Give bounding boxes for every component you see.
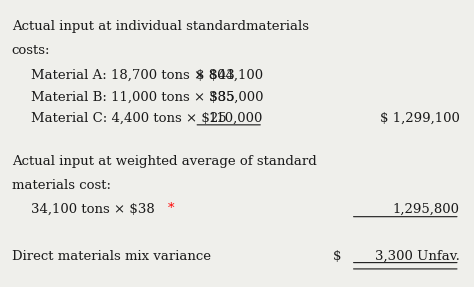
Text: Actual input at individual standardmaterials: Actual input at individual standardmater… [12, 20, 309, 33]
Text: $ 804,100: $ 804,100 [196, 69, 263, 82]
Text: 385,000: 385,000 [209, 90, 263, 103]
Text: 3,300 Unfav.: 3,300 Unfav. [375, 250, 460, 263]
Text: Material C: 4,400 tons × $25: Material C: 4,400 tons × $25 [31, 112, 227, 125]
Text: Material A: 18,700 tons × $43: Material A: 18,700 tons × $43 [31, 69, 235, 82]
Text: *: * [168, 202, 175, 215]
Text: Actual input at weighted average of standard: Actual input at weighted average of stan… [12, 155, 317, 168]
Text: $: $ [333, 250, 341, 263]
Text: 1,295,800: 1,295,800 [393, 202, 460, 215]
Text: costs:: costs: [12, 44, 50, 57]
Text: $ 1,299,100: $ 1,299,100 [380, 112, 460, 125]
Text: 34,100 tons × $38: 34,100 tons × $38 [31, 202, 155, 215]
Text: 110,000: 110,000 [209, 112, 263, 125]
Text: Direct materials mix variance: Direct materials mix variance [12, 250, 211, 263]
Text: Material B: 11,000 tons × $35: Material B: 11,000 tons × $35 [31, 90, 235, 103]
Text: materials cost:: materials cost: [12, 179, 111, 192]
